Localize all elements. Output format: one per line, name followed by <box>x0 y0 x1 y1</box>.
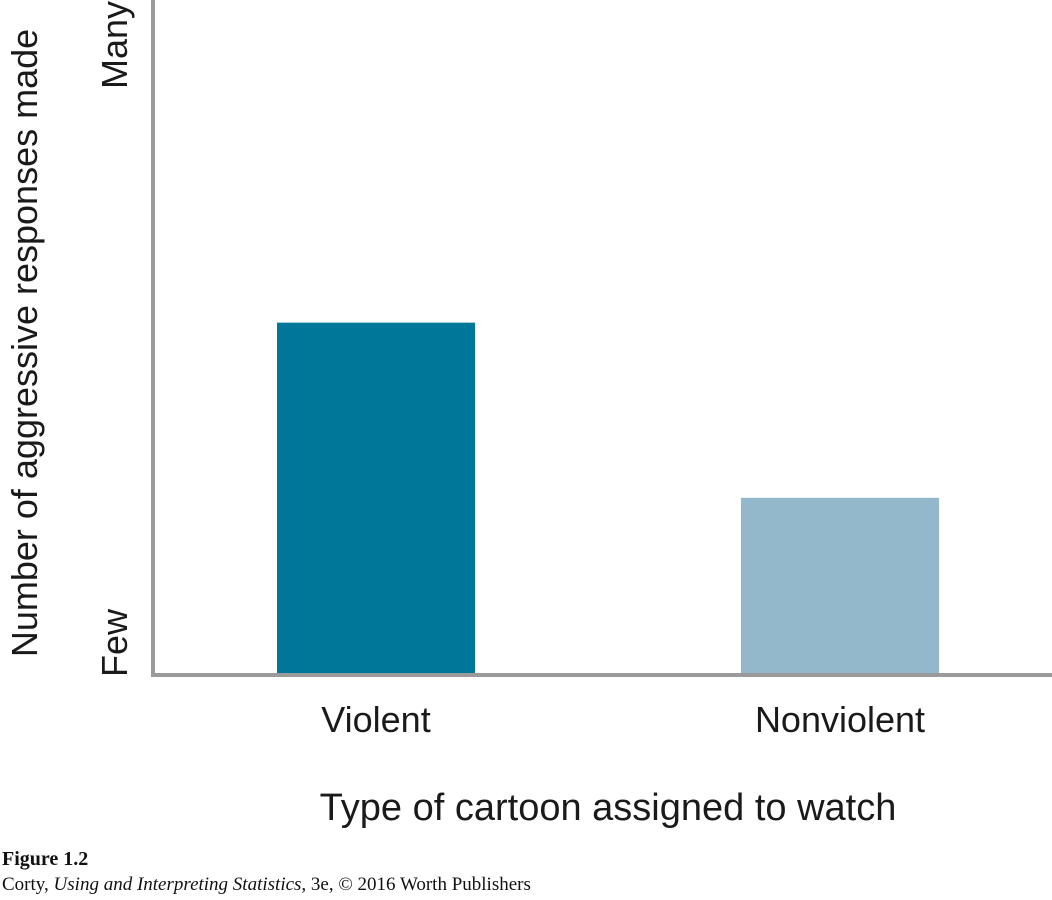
figure-credit: Corty, Using and Interpreting Statistics… <box>2 874 531 896</box>
figure-label: Figure 1.2 <box>2 848 89 870</box>
bar-violent <box>277 322 475 673</box>
y-tick-label-high: Many <box>94 1 135 89</box>
y-axis-title: Number of aggressive responses made <box>4 29 45 657</box>
credit-title: Using and Interpreting Statistics, <box>53 874 307 895</box>
x-tick-labels: Violent Nonviolent <box>321 699 925 740</box>
bar-nonviolent <box>741 497 939 673</box>
x-axis-title: Type of cartoon assigned to watch <box>320 787 897 829</box>
x-tick-label-violent: Violent <box>321 699 430 740</box>
x-tick-label-nonviolent: Nonviolent <box>755 699 925 740</box>
bars-group <box>277 322 939 673</box>
credit-rest: 3e, © 2016 Worth Publishers <box>306 874 531 895</box>
y-tick-label-low: Few <box>94 608 135 677</box>
credit-author: Corty, <box>2 874 54 895</box>
